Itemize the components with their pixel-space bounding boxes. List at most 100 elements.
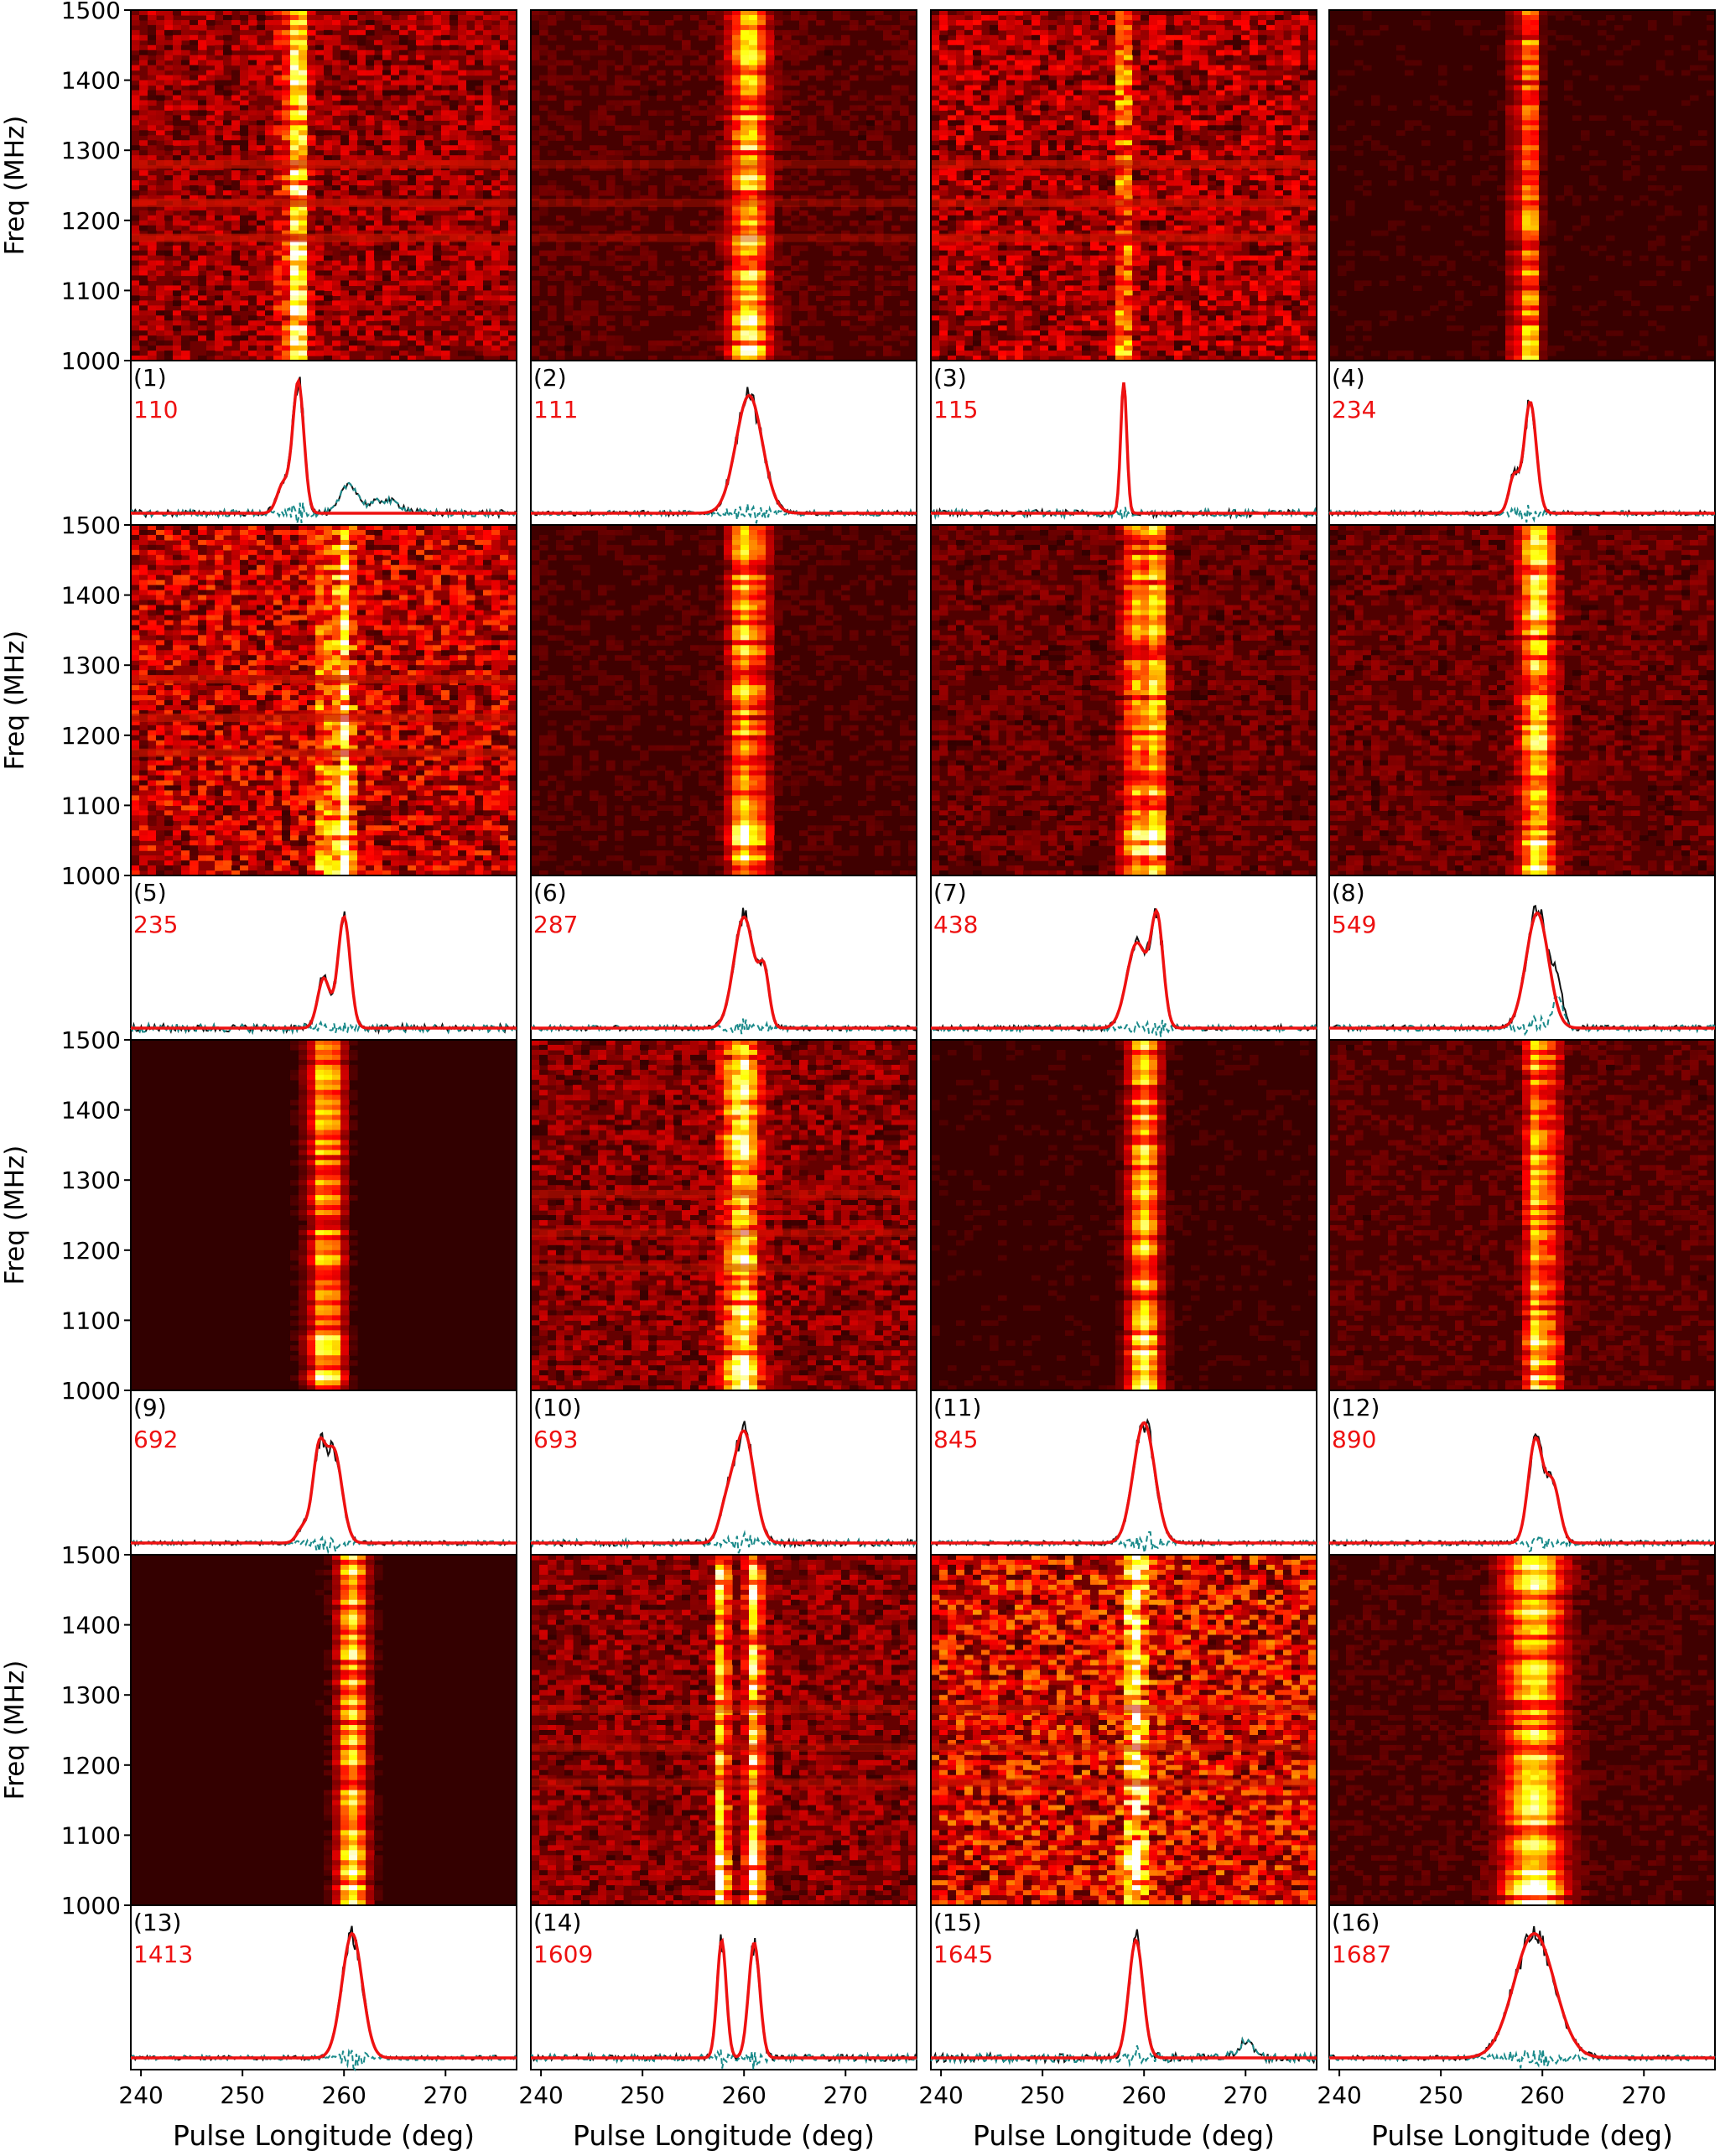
spectrum-cell <box>391 170 400 176</box>
spectrum-cell <box>615 356 624 361</box>
spectrum-cell <box>508 14 517 21</box>
spectrum-cell <box>399 356 408 361</box>
spectrum-cell <box>1191 90 1200 96</box>
spectrum-cell <box>483 210 492 216</box>
spectrum-cell <box>399 210 408 216</box>
spectrum-cell <box>774 135 783 141</box>
spectrum-cell <box>715 39 725 46</box>
spectrum-cell <box>408 250 417 257</box>
spectrum-cell <box>774 270 783 277</box>
spectrum-cell <box>299 245 308 252</box>
spectrum-cell <box>749 75 758 81</box>
spectrum-cell <box>1015 80 1024 86</box>
spectrum-cell <box>1308 105 1317 112</box>
spectrum-cell <box>981 75 990 81</box>
spectrum-cell <box>416 150 425 156</box>
spectrum-cell <box>240 240 249 247</box>
spectrum-cell <box>190 265 199 272</box>
spectrum-cell <box>531 260 540 267</box>
spectrum-cell <box>265 305 274 311</box>
spectrum-cell <box>441 230 450 236</box>
spectrum-cell <box>198 290 207 296</box>
spectrum-cell <box>866 335 876 341</box>
spectrum-cell <box>875 205 884 211</box>
spectrum-cell <box>424 85 434 91</box>
spectrum-cell <box>757 14 766 21</box>
spectrum-cell <box>699 225 708 231</box>
spectrum-cell <box>757 356 766 361</box>
spectrum-cell <box>215 325 224 331</box>
spectrum-cell <box>774 75 783 81</box>
spectrum-cell <box>749 345 758 351</box>
spectrum-cell <box>1224 75 1234 81</box>
spectrum-cell <box>1115 49 1125 56</box>
spectrum-cell <box>257 250 266 257</box>
spectrum-cell <box>1141 115 1150 121</box>
spectrum-cell <box>782 185 792 191</box>
spectrum-cell <box>257 195 266 201</box>
spectrum-cell <box>349 230 358 236</box>
spectrum-cell <box>248 105 257 112</box>
spectrum-cell <box>500 29 509 36</box>
spectrum-cell <box>1090 55 1099 61</box>
spectrum-cell <box>282 10 291 16</box>
spectrum-cell <box>357 130 366 136</box>
spectrum-cell <box>231 230 241 236</box>
spectrum-cell <box>875 340 884 346</box>
spectrum-cell <box>307 315 316 321</box>
spectrum-cell <box>581 330 590 336</box>
spectrum-cell <box>757 215 766 221</box>
spectrum-cell <box>1023 65 1032 71</box>
spectrum-cell <box>299 225 308 231</box>
spectrum-cell <box>408 44 417 51</box>
spectrum-cell <box>416 60 425 66</box>
spectrum-cell <box>990 39 999 46</box>
spectrum-cell <box>349 295 358 301</box>
spectrum-cell <box>349 44 358 51</box>
spectrum-cell <box>573 165 582 171</box>
spectrum-cell <box>1149 49 1158 56</box>
spectrum-cell <box>198 250 207 257</box>
spectrum-cell <box>349 325 358 331</box>
spectrum-cell <box>615 85 624 91</box>
spectrum-cell <box>908 150 917 156</box>
spectrum-cell <box>824 49 834 56</box>
spectrum-cell <box>190 44 199 51</box>
profile-frame <box>130 360 517 526</box>
spectrum-cell <box>1199 120 1208 126</box>
spectrum-cell <box>449 85 459 91</box>
spectrum-cell <box>198 356 207 361</box>
spectrum-cell <box>173 95 182 101</box>
spectrum-cell <box>707 330 716 336</box>
spectrum-cell <box>399 305 408 311</box>
spectrum-cell <box>483 290 492 296</box>
spectrum-cell <box>332 75 341 81</box>
spectrum-cell <box>1048 110 1057 116</box>
spectrum-cell <box>340 225 350 231</box>
spectrum-cell <box>690 120 699 126</box>
spectrum-cell <box>841 185 850 191</box>
spectrum-cell <box>198 175 207 181</box>
spectrum-cell <box>782 95 792 101</box>
spectrum-cell <box>340 320 350 326</box>
spectrum-cell <box>539 200 548 206</box>
spectrum-cell <box>273 130 283 136</box>
spectrum-cell <box>357 145 366 151</box>
spectrum-cell <box>290 185 299 191</box>
spectrum-cell <box>399 29 408 36</box>
spectrum-cell <box>198 190 207 196</box>
spectrum-cell <box>539 170 548 176</box>
spectrum-cell <box>799 305 808 311</box>
spectrum-cell <box>273 275 283 282</box>
spectrum-cell <box>1107 44 1116 51</box>
spectrum-cell <box>766 14 775 21</box>
spectrum-cell <box>931 44 940 51</box>
spectrum-cell <box>556 195 565 201</box>
spectrum-cell <box>391 325 400 331</box>
spectrum-cell <box>732 195 741 201</box>
spectrum-cell <box>458 39 467 46</box>
spectrum-cell <box>148 115 157 121</box>
spectrum-cell <box>500 290 509 296</box>
spectrum-cell <box>732 160 741 166</box>
spectrum-cell <box>475 65 484 71</box>
